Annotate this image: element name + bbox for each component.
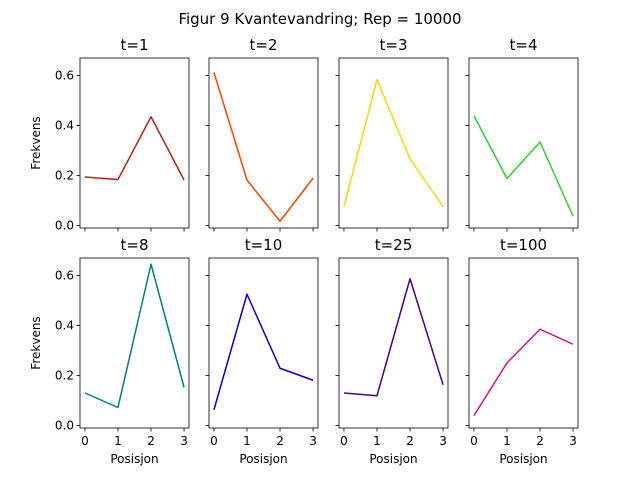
y-tick-label: 0.2 bbox=[55, 369, 74, 383]
subplot-title: t=4 bbox=[510, 36, 538, 54]
x-axis-label: Posisjon bbox=[110, 452, 158, 466]
series-line bbox=[84, 116, 185, 181]
x-tick-label: 1 bbox=[114, 434, 122, 448]
subplot-3: t=3 bbox=[335, 36, 449, 232]
x-tick-label: 1 bbox=[243, 434, 251, 448]
subplot-1: t=1 0.0 0.2 0.4 0.6 Frekvens bbox=[29, 36, 190, 233]
y-axis-label: Frekvens bbox=[29, 116, 43, 169]
x-axis-label: Posisjon bbox=[239, 452, 287, 466]
y-tick-label: 0.2 bbox=[55, 169, 74, 183]
axes-frame bbox=[79, 57, 190, 229]
x-tick-label: 0 bbox=[340, 434, 348, 448]
subplot-title: t=1 bbox=[121, 36, 149, 54]
y-tick-label: 0.6 bbox=[55, 269, 74, 283]
series-line bbox=[213, 72, 314, 222]
figure-title: Figur 9 Kvantevandring; Rep = 10000 bbox=[178, 10, 461, 28]
subplot-title: t=3 bbox=[380, 36, 408, 54]
x-tick-label: 2 bbox=[147, 434, 155, 448]
series-line bbox=[84, 263, 185, 409]
y-tick-label: 0.6 bbox=[55, 69, 74, 83]
x-tick-label: 1 bbox=[373, 434, 381, 448]
series-line bbox=[343, 79, 444, 208]
axes-frame bbox=[208, 57, 319, 229]
y-tick-label: 0.4 bbox=[55, 119, 74, 133]
subplot-8: t=100 0 1 2 3 Posisjon bbox=[465, 236, 579, 466]
subplot-5: t=8 0.0 0.2 0.4 0.6 0 1 2 3 Frekvens Posisjon bbox=[29, 236, 190, 466]
x-tick-label: 3 bbox=[569, 434, 577, 448]
axes-frame bbox=[338, 57, 449, 229]
y-tick-label: 0.0 bbox=[55, 419, 74, 433]
subplot-2: t=2 bbox=[205, 36, 319, 232]
y-tick-label: 0.0 bbox=[55, 219, 74, 233]
subplot-title: t=2 bbox=[250, 36, 278, 54]
x-tick-label: 2 bbox=[536, 434, 544, 448]
y-axis-label: Frekvens bbox=[29, 316, 43, 369]
x-tick-label: 3 bbox=[309, 434, 317, 448]
x-tick-label: 3 bbox=[439, 434, 447, 448]
subplot-6: t=10 0 1 2 3 Posisjon bbox=[205, 236, 319, 466]
subplot-grid: t=1 0.0 0.2 0.4 0.6 Frekvens t=2 t=3 t=4 t=8 0.0 0.… bbox=[29, 36, 579, 466]
x-tick-label: 2 bbox=[276, 434, 284, 448]
subplot-4: t=4 bbox=[465, 36, 579, 232]
series-line bbox=[473, 328, 574, 416]
axes-frame bbox=[338, 257, 449, 429]
x-tick-label: 0 bbox=[470, 434, 478, 448]
subplot-title: t=25 bbox=[375, 236, 413, 254]
series-line bbox=[343, 278, 444, 397]
x-tick-label: 0 bbox=[210, 434, 218, 448]
series-line bbox=[213, 293, 314, 410]
x-tick-label: 0 bbox=[81, 434, 89, 448]
axes-frame bbox=[468, 57, 579, 229]
y-tick-label: 0.4 bbox=[55, 319, 74, 333]
x-tick-label: 3 bbox=[180, 434, 188, 448]
axes-frame bbox=[468, 257, 579, 429]
subplot-7: t=25 0 1 2 3 Posisjon bbox=[335, 236, 449, 466]
subplot-title: t=8 bbox=[121, 236, 149, 254]
x-tick-label: 2 bbox=[406, 434, 414, 448]
axes-frame bbox=[208, 257, 319, 429]
axes-frame bbox=[79, 257, 190, 429]
subplot-title: t=10 bbox=[245, 236, 283, 254]
x-axis-label: Posisjon bbox=[499, 452, 547, 466]
subplot-title: t=100 bbox=[500, 236, 547, 254]
series-line bbox=[473, 115, 574, 217]
x-tick-label: 1 bbox=[503, 434, 511, 448]
x-axis-label: Posisjon bbox=[369, 452, 417, 466]
